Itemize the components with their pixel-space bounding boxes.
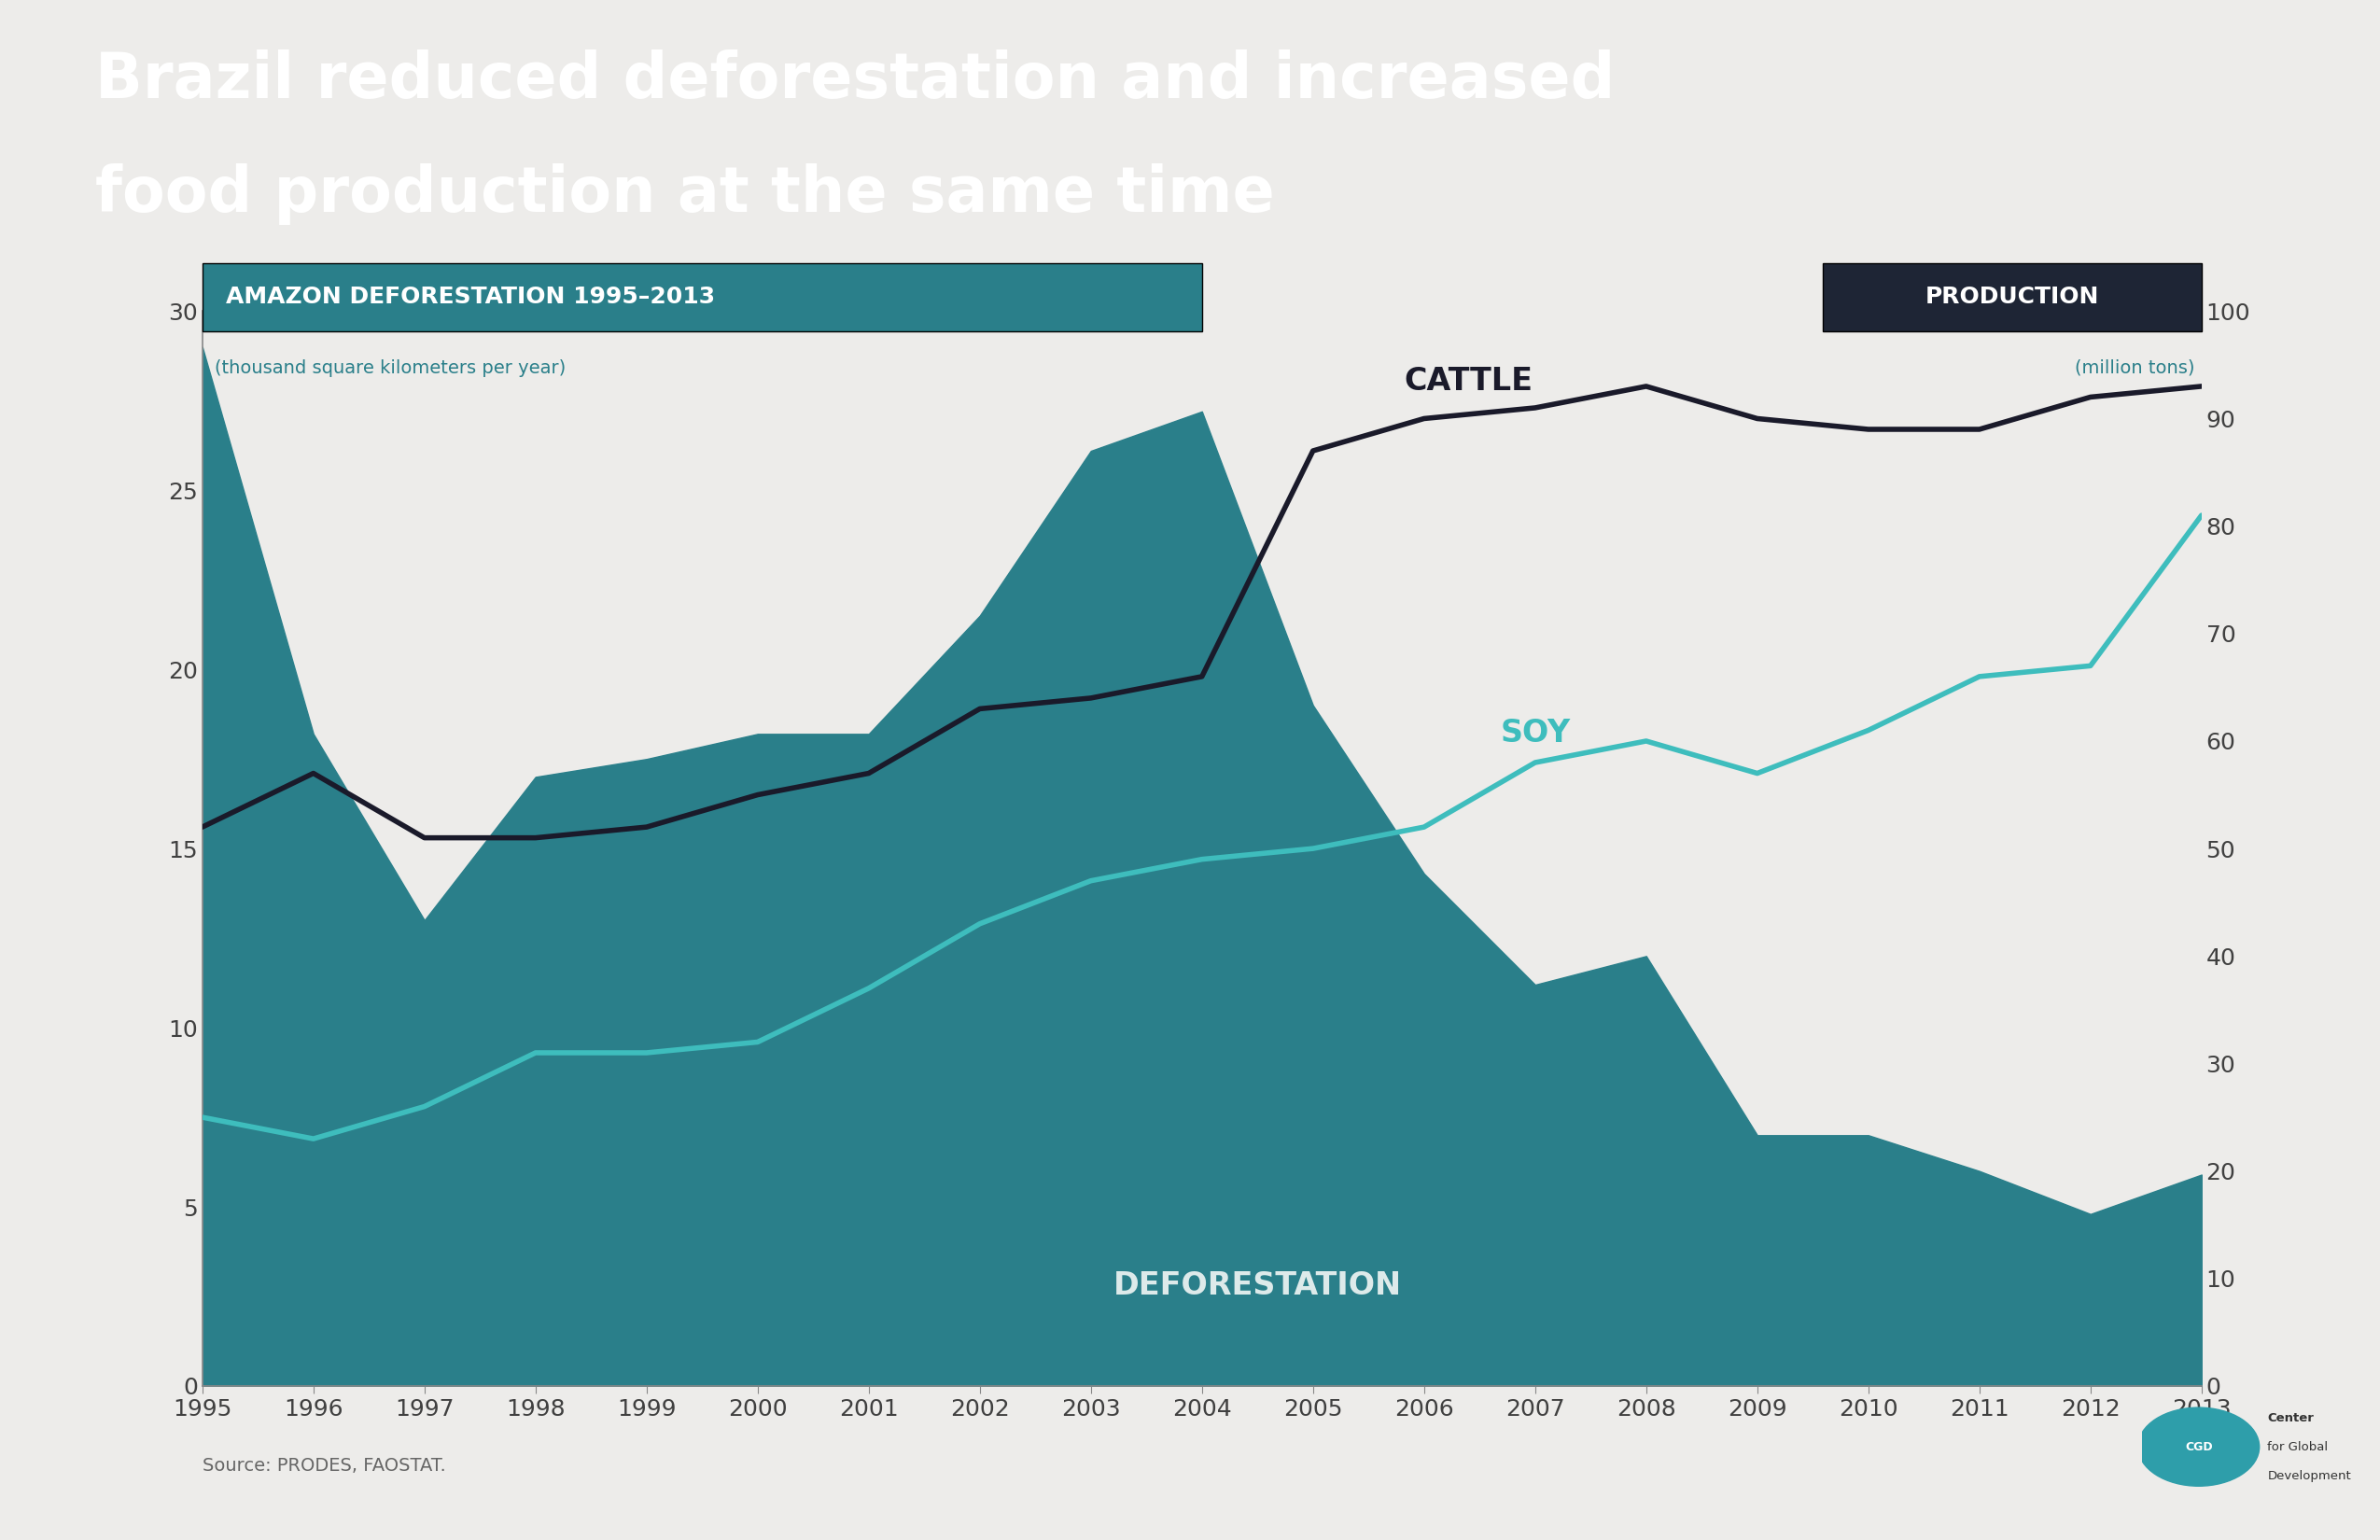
Text: food production at the same time: food production at the same time [95,163,1276,225]
Circle shape [2137,1408,2259,1486]
Text: (million tons): (million tons) [2075,359,2194,377]
Text: DEFORESTATION: DEFORESTATION [1114,1270,1402,1301]
Text: Source: PRODES, FAOSTAT.: Source: PRODES, FAOSTAT. [202,1457,445,1475]
Text: SOY: SOY [1499,718,1571,748]
Text: CGD: CGD [2185,1441,2213,1452]
Text: CATTLE: CATTLE [1404,367,1533,397]
Text: Center: Center [2268,1412,2313,1424]
Text: Development: Development [2268,1469,2351,1481]
Text: AMAZON DEFORESTATION 1995–2013: AMAZON DEFORESTATION 1995–2013 [226,286,716,308]
Text: for Global: for Global [2268,1441,2328,1452]
Text: (thousand square kilometers per year): (thousand square kilometers per year) [214,359,566,377]
Text: Brazil reduced deforestation and increased: Brazil reduced deforestation and increas… [95,49,1616,111]
Text: PRODUCTION: PRODUCTION [1925,286,2099,308]
